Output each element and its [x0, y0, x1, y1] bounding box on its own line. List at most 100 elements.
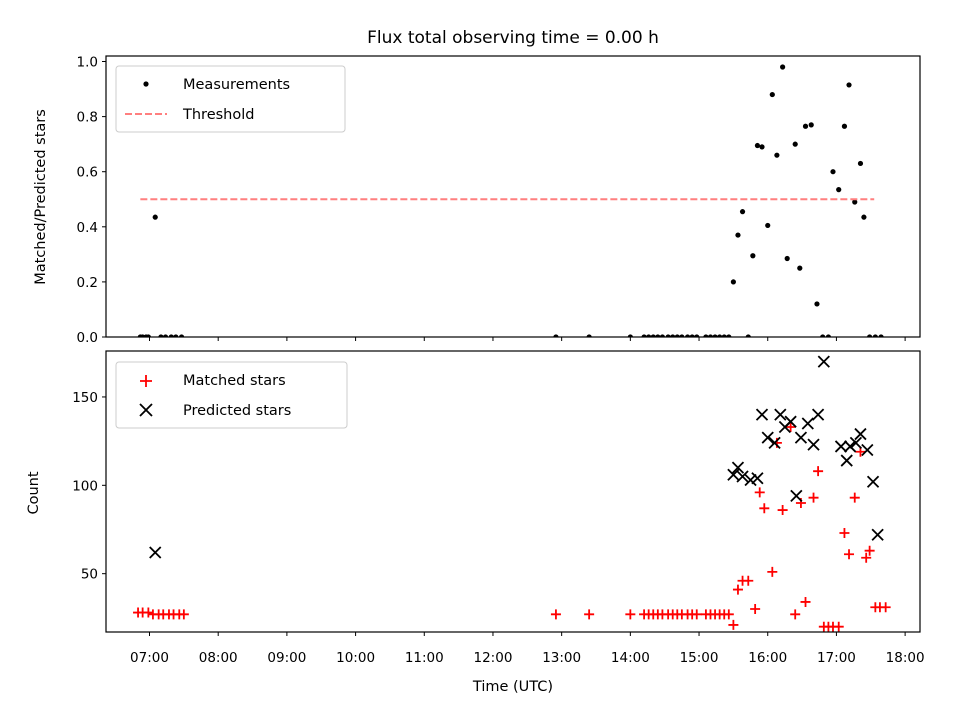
matched-stars-point [625, 609, 636, 620]
predicted-stars-point [811, 408, 825, 421]
predicted-stars-point [761, 431, 774, 444]
measurement-point [808, 122, 814, 128]
measurement-point [655, 334, 661, 337]
measurement-point [586, 334, 592, 337]
predicted-stars-point [844, 440, 857, 453]
measurement-point [178, 334, 185, 337]
matched-stars-point [880, 602, 891, 613]
matched-stars-point [785, 421, 796, 432]
measurement-point [730, 279, 736, 285]
bottom-y-axis-label: Count [26, 471, 42, 514]
measurement-point [152, 214, 158, 220]
predicted-stars-point [736, 470, 749, 483]
measurement-point [841, 123, 848, 129]
top-y-tick-label: 0.4 [77, 220, 98, 236]
measurement-point [659, 334, 666, 337]
bottom-axes-frame [105, 350, 921, 633]
measurement-point [650, 334, 656, 337]
predicted-stars-point [840, 454, 853, 467]
predicted-stars-point [871, 528, 884, 541]
matched-stars-point [584, 609, 595, 620]
matched-stars-point [790, 609, 801, 620]
matched-stars-point [728, 619, 739, 630]
measurement-point [739, 209, 746, 215]
top-y-tick-label: 0.2 [77, 275, 98, 291]
x-tick-label: 11:00 [405, 650, 444, 666]
measurement-point [784, 255, 790, 262]
top-axes-frame [105, 55, 921, 338]
measurement-point [717, 334, 723, 337]
measurement-point [735, 232, 741, 238]
x-tick-label: 18:00 [886, 650, 925, 666]
x-tick-label: 12:00 [474, 650, 513, 666]
x-tick-label: 08:00 [199, 650, 238, 666]
measurement-point [553, 334, 559, 337]
predicted-stars-point [817, 355, 830, 368]
measurement-point [694, 334, 700, 337]
measurement-point [641, 334, 647, 337]
legend-label-threshold: Threshold [182, 107, 254, 123]
predicted-stars-point [866, 475, 880, 488]
matched-stars-point [750, 604, 761, 615]
predicted-stars-point [801, 417, 814, 430]
measurement-point [627, 334, 633, 337]
measurement-point [145, 334, 151, 337]
measurement-point [754, 142, 761, 149]
matched-stars-point [777, 505, 788, 516]
x-tick-label: 10:00 [336, 650, 375, 666]
measurement-point [765, 222, 771, 229]
measurement-point [759, 144, 765, 150]
predicted-stars-point [784, 415, 797, 428]
legend-label-measurements: Measurements [183, 77, 290, 93]
legend-label-matched: Matched stars [183, 373, 286, 389]
matched-stars-point [743, 575, 754, 586]
measurement-point [867, 334, 873, 337]
top-y-axis-label: Matched/Predicted stars [33, 109, 49, 285]
top-legend-frame [115, 65, 346, 133]
predicted-stars-point [774, 408, 787, 421]
bottom-panel: 50 100 150 07:00 08:00 09:00 10:00 11:00 12:00 13… [72, 350, 925, 666]
measurement-point [745, 334, 751, 337]
top-plot-area [137, 64, 884, 337]
measurement-point [780, 64, 786, 70]
predicted-stars-point [744, 473, 757, 487]
matched-stars-point [143, 607, 154, 618]
predicted-stars-point [755, 408, 769, 421]
predicted-stars-point [794, 431, 808, 444]
measurement-point [162, 334, 169, 337]
measurement-point [684, 334, 691, 337]
measurement-point [721, 334, 727, 337]
matched-stars-point [691, 609, 702, 620]
x-tick-label: 07:00 [130, 650, 169, 666]
top-panel: 0.0 0.2 0.4 0.6 0.8 1.0 [77, 55, 921, 346]
measurement-point [168, 334, 174, 337]
measurement-point [646, 334, 652, 337]
matched-stars-point [178, 609, 189, 620]
bottom-legend-frame [115, 361, 348, 429]
measurement-point [670, 334, 676, 337]
matched-stars-point [767, 566, 778, 577]
matched-stars-point [808, 492, 819, 503]
measurement-point [857, 160, 864, 167]
predicted-stars-point [807, 438, 820, 451]
matched-stars-point [732, 584, 743, 595]
measurement-point [726, 334, 732, 337]
bottom-y-tick-label: 50 [81, 567, 98, 583]
x-tick-label: 16:00 [748, 650, 787, 666]
predicted-stars-point [149, 546, 162, 559]
matched-stars-point [813, 466, 824, 477]
measurement-point [750, 253, 756, 259]
x-tick-label: 17:00 [817, 650, 856, 666]
top-y-tick-label: 1.0 [77, 55, 98, 71]
measurement-point [158, 334, 164, 337]
matched-stars-point [550, 609, 561, 620]
x-tick-label: 09:00 [267, 650, 306, 666]
measurement-point [830, 169, 836, 175]
measurement-point [878, 334, 884, 337]
matched-stars-point [800, 596, 811, 607]
measurement-point [712, 334, 718, 337]
bottom-legend: Matched stars Predicted stars [115, 361, 348, 429]
matched-stars-point [849, 492, 860, 503]
measurement-point [792, 141, 798, 147]
